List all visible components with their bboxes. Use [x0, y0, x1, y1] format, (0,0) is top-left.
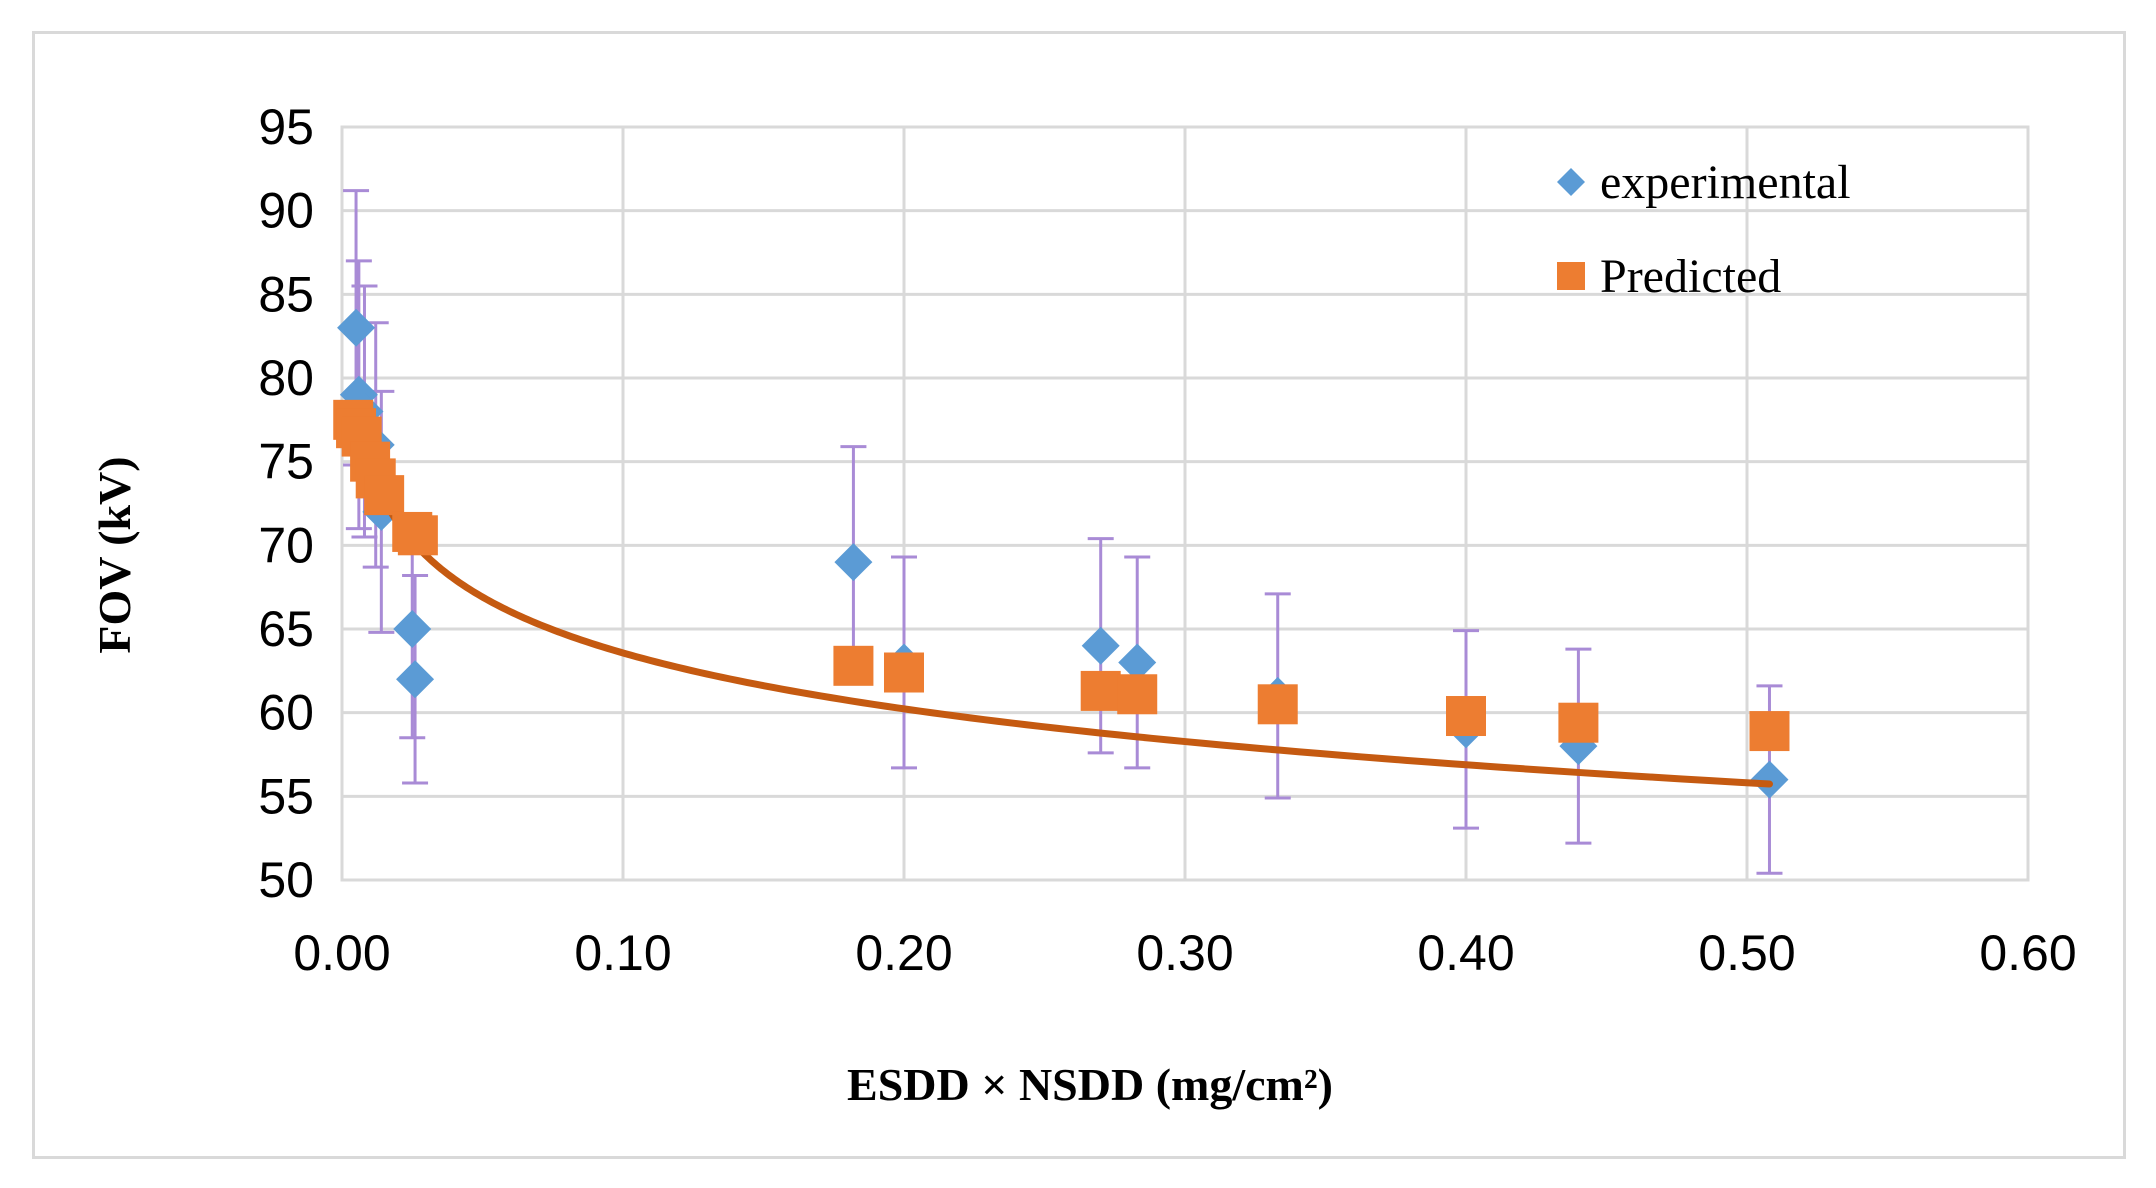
- predicted-point: [884, 652, 924, 693]
- experimental-point: [1750, 760, 1789, 799]
- legend-label-predicted: Predicted: [1600, 250, 1781, 303]
- experimental-point: [1118, 643, 1157, 682]
- x-tick-label: 0.30: [1136, 925, 1233, 981]
- predicted-points: [333, 399, 1790, 752]
- predicted-point: [1446, 696, 1486, 737]
- legend-marker-experimental: [1557, 168, 1585, 196]
- y-axis-ticks: 50 55 60 65 70 75 80 85 90 95: [258, 99, 314, 908]
- y-tick-label: 55: [258, 768, 314, 824]
- legend-label-experimental: experimental: [1600, 156, 1851, 209]
- predicted-point: [1749, 711, 1790, 752]
- predicted-point: [1080, 670, 1121, 711]
- x-axis-ticks: 0.00 0.10 0.20 0.30 0.40 0.50 0.60: [293, 925, 2076, 981]
- predicted-point: [364, 475, 405, 516]
- x-tick-label: 0.00: [293, 925, 390, 981]
- experimental-point: [396, 660, 435, 699]
- predicted-point: [397, 515, 438, 556]
- y-tick-label: 65: [258, 601, 314, 657]
- predicted-point: [1257, 684, 1298, 725]
- y-tick-label: 80: [258, 350, 314, 406]
- legend: experimental Predicted: [1557, 156, 1851, 303]
- x-axis-title: ESDD × NSDD (mg/cm²): [847, 1059, 1333, 1110]
- predicted-point: [1558, 702, 1599, 743]
- legend-marker-predicted: [1557, 262, 1585, 290]
- y-tick-label: 85: [258, 266, 314, 322]
- y-tick-label: 75: [258, 434, 314, 490]
- trendline-group: [352, 407, 1773, 788]
- experimental-point: [1081, 626, 1120, 665]
- y-tick-label: 95: [258, 99, 314, 155]
- x-tick-label: 0.10: [574, 925, 671, 981]
- x-tick-label: 0.50: [1698, 925, 1795, 981]
- trendline: [352, 407, 1773, 788]
- y-axis-title: FOV (kV): [89, 456, 140, 653]
- plot-area-border: [340, 125, 2030, 882]
- x-tick-label: 0.20: [855, 925, 952, 981]
- experimental-point: [393, 610, 432, 648]
- experimental-point: [337, 308, 376, 347]
- experimental-point: [834, 543, 873, 582]
- y-tick-label: 50: [258, 852, 314, 908]
- predicted-point: [1117, 674, 1158, 715]
- plot-border: [340, 125, 2030, 882]
- x-tick-label: 0.60: [1979, 925, 2076, 981]
- y-tick-label: 60: [258, 685, 314, 741]
- y-tick-label: 70: [258, 517, 314, 573]
- x-tick-label: 0.40: [1417, 925, 1514, 981]
- y-tick-label: 90: [258, 183, 314, 239]
- predicted-point: [833, 645, 874, 686]
